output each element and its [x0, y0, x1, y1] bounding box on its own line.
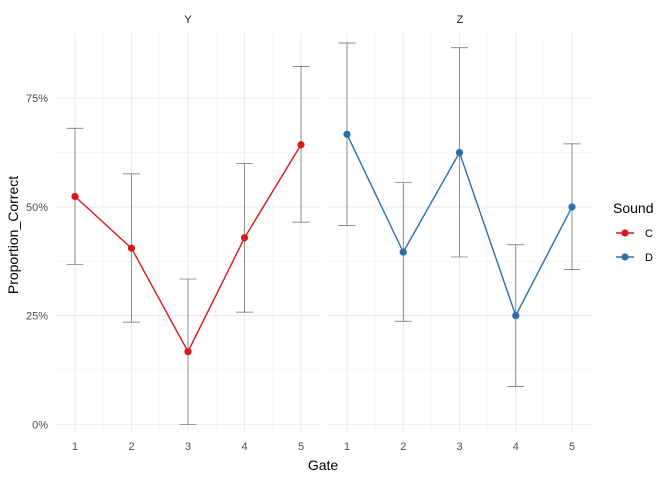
- x-axis-title: Gate: [308, 457, 339, 473]
- y-tick-label: 0%: [32, 419, 48, 431]
- x-tick-label: 5: [569, 441, 575, 453]
- data-point: [297, 141, 305, 149]
- y-tick-label: 75%: [26, 93, 48, 105]
- panel-y: Y 1 2 3 4 5: [56, 14, 320, 453]
- x-tick-label: 3: [456, 441, 462, 453]
- x-tick-label: 1: [344, 441, 350, 453]
- data-point: [240, 234, 249, 242]
- chart-panels: Y 1 2 3 4 5 Z 1 2 3 4 5: [56, 14, 592, 453]
- legend-item-d: D: [616, 252, 653, 264]
- y-axis-title: Proportion_Correct: [5, 176, 21, 294]
- legend-key-point: [621, 253, 629, 261]
- x-tick-label: 1: [72, 441, 78, 453]
- x-tick-label: 2: [400, 441, 406, 453]
- facet-label-y: Y: [184, 14, 192, 26]
- legend-title: Sound: [613, 200, 653, 216]
- series-d: [338, 42, 581, 387]
- data-point: [568, 203, 576, 211]
- legend-key-point: [621, 229, 629, 237]
- data-point: [71, 192, 79, 201]
- legend: Sound CD: [613, 200, 653, 264]
- facet-label-z: Z: [457, 14, 464, 26]
- x-tick-label: 3: [185, 441, 191, 453]
- data-point: [184, 348, 192, 356]
- legend-label: C: [645, 228, 653, 240]
- x-tick-label: 4: [241, 441, 247, 453]
- x-tick-label: 4: [513, 441, 519, 453]
- data-point: [343, 130, 351, 138]
- data-point: [455, 148, 464, 157]
- data-point: [399, 248, 407, 256]
- x-tick-label: 5: [298, 441, 304, 453]
- panel-z: Z 1 2 3 4 5: [328, 14, 592, 453]
- legend-item-c: C: [616, 228, 653, 240]
- y-tick-label: 50%: [26, 202, 48, 214]
- x-tick-label: 2: [128, 441, 134, 453]
- y-axis: 0% 25% 50% 75%: [26, 93, 48, 431]
- series-c: [66, 66, 310, 425]
- legend-label: D: [645, 252, 653, 264]
- data-point: [512, 312, 520, 320]
- data-point: [127, 244, 136, 252]
- y-tick-label: 25%: [26, 311, 48, 323]
